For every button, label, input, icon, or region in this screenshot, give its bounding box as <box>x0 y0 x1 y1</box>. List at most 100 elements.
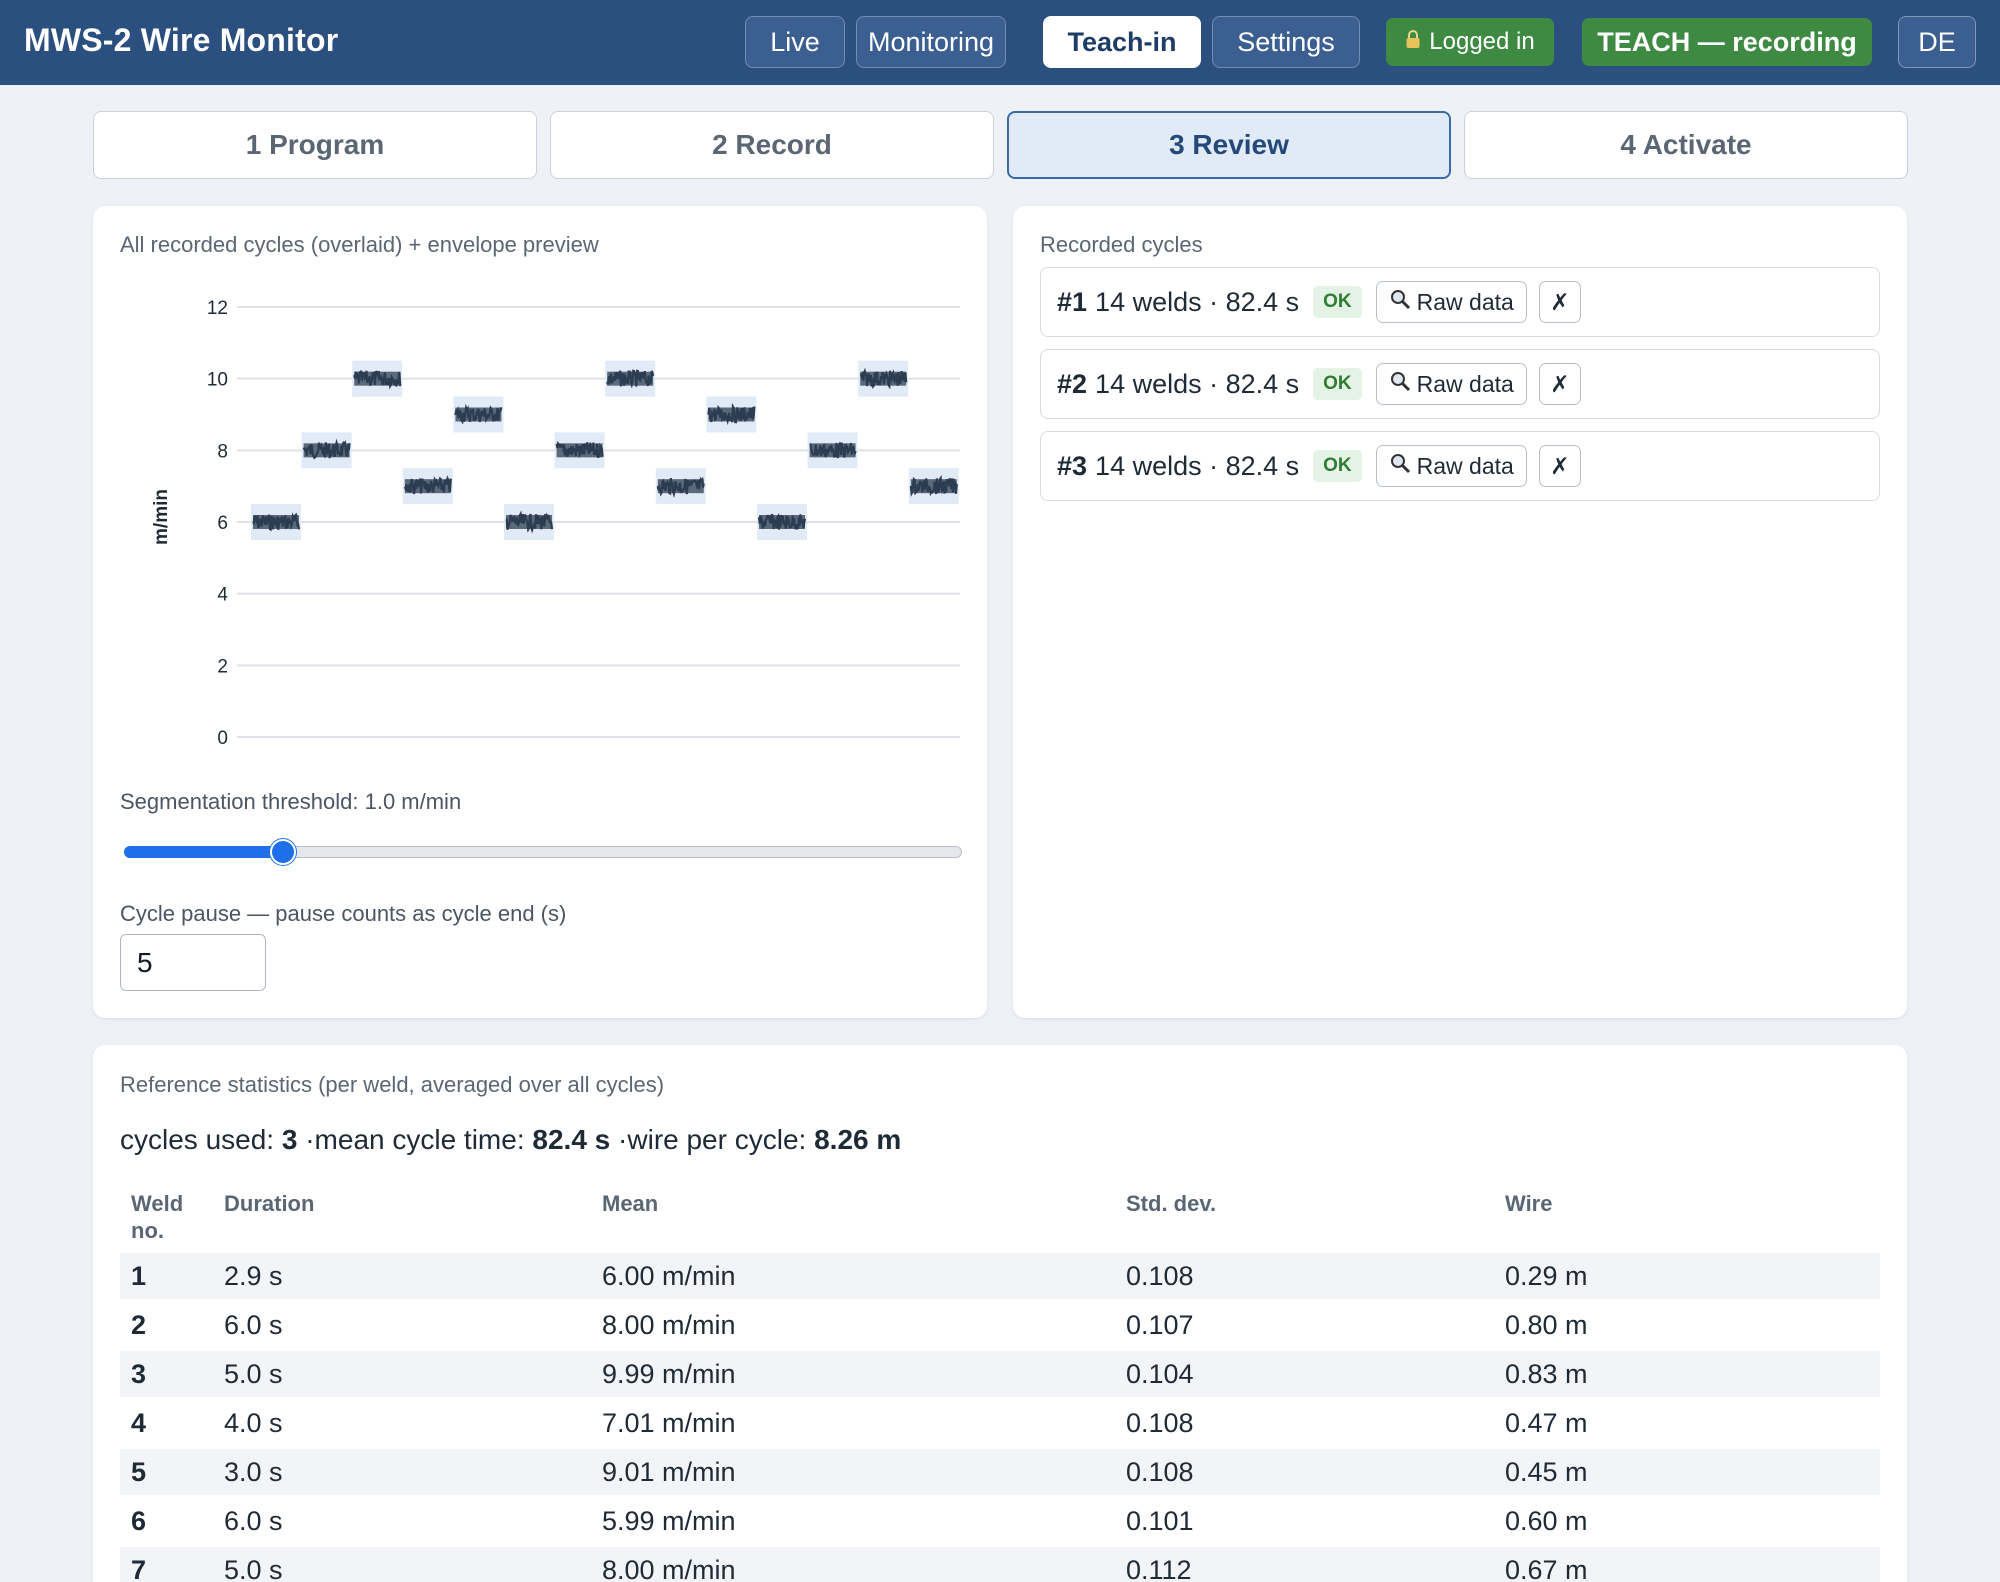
cell-stddev: 0.108 <box>1126 1261 1194 1291</box>
table-row: 2 6.0 s 8.00 m/min 0.107 0.80 m <box>120 1302 1880 1348</box>
delete-cycle-button[interactable]: ✗ <box>1538 363 1581 405</box>
table-row: 7 5.0 s 8.00 m/min 0.112 0.67 m <box>120 1547 1880 1582</box>
cell-wire: 0.47 m <box>1505 1408 1588 1438</box>
login-status-label: Logged in <box>1429 28 1535 55</box>
mean-cycle-label: ·mean cycle time: <box>305 1124 525 1155</box>
step-review[interactable]: 3 Review <box>1007 111 1451 179</box>
magnifier-icon <box>1389 370 1411 398</box>
cycle-id: #2 <box>1057 368 1088 399</box>
nav-monitoring[interactable]: Monitoring <box>856 16 1006 68</box>
chart-title: All recorded cycles (overlaid) + envelop… <box>120 232 599 257</box>
cycle-id: #1 <box>1057 286 1088 317</box>
table-row: 3 5.0 s 9.99 m/min 0.104 0.83 m <box>120 1351 1880 1397</box>
column-header-stddev: Std. dev. <box>1126 1191 1217 1216</box>
cell-mean: 7.01 m/min <box>602 1408 736 1438</box>
lock-icon <box>1405 28 1421 56</box>
cycles-card <box>1013 206 1907 1018</box>
status-badge: OK <box>1313 286 1362 318</box>
cell-wire: 0.60 m <box>1505 1506 1588 1536</box>
threshold-slider-fill <box>124 846 284 858</box>
cell-weld-no: 5 <box>131 1457 147 1487</box>
status-badge: OK <box>1313 450 1362 482</box>
cell-duration: 5.0 s <box>224 1555 283 1582</box>
cell-duration: 6.0 s <box>224 1310 283 1340</box>
cycles-used-value: 3 <box>281 1124 298 1155</box>
cell-duration: 2.9 s <box>224 1261 283 1291</box>
cell-mean: 9.01 m/min <box>602 1457 736 1487</box>
cell-stddev: 0.104 <box>1126 1359 1194 1389</box>
nav-live[interactable]: Live <box>745 16 845 68</box>
app-title: MWS-2 Wire Monitor <box>24 22 339 58</box>
nav-settings[interactable]: Settings <box>1212 16 1360 68</box>
cycle-summary: 14 welds · 82.4 s <box>1095 450 1300 481</box>
cell-wire: 0.67 m <box>1505 1555 1588 1582</box>
raw-data-label: Raw data <box>1416 370 1514 397</box>
raw-data-button[interactable]: Raw data <box>1375 363 1527 405</box>
cell-duration: 5.0 s <box>224 1359 283 1389</box>
cycles-title: Recorded cycles <box>1040 232 1203 257</box>
cycle-row: #3 14 welds · 82.4 s OK Raw data ✗ <box>1040 431 1880 501</box>
step-record[interactable]: 2 Record <box>550 111 994 179</box>
raw-data-label: Raw data <box>1416 452 1514 479</box>
delete-cycle-button[interactable]: ✗ <box>1538 445 1581 487</box>
magnifier-icon <box>1389 288 1411 316</box>
stats-summary: cycles used: 3 ·mean cycle time: 82.4 s … <box>120 1124 901 1156</box>
cell-stddev: 0.108 <box>1126 1457 1194 1487</box>
cell-wire: 0.80 m <box>1505 1310 1588 1340</box>
column-header-duration: Duration <box>224 1191 315 1216</box>
step-activate[interactable]: 4 Activate <box>1464 111 1908 179</box>
cell-duration: 6.0 s <box>224 1506 283 1536</box>
column-header-wire: Wire <box>1505 1191 1553 1216</box>
cell-mean: 6.00 m/min <box>602 1261 736 1291</box>
table-row: 6 6.0 s 5.99 m/min 0.101 0.60 m <box>120 1498 1880 1544</box>
cell-wire: 0.29 m <box>1505 1261 1588 1291</box>
cell-weld-no: 2 <box>131 1310 147 1340</box>
table-row: 4 4.0 s 7.01 m/min 0.108 0.47 m <box>120 1400 1880 1446</box>
cell-mean: 8.00 m/min <box>602 1555 736 1582</box>
cell-stddev: 0.107 <box>1126 1310 1194 1340</box>
table-row: 5 3.0 s 9.01 m/min 0.108 0.45 m <box>120 1449 1880 1495</box>
cell-weld-no: 1 <box>131 1261 147 1291</box>
raw-data-label: Raw data <box>1416 288 1514 315</box>
pause-label: Cycle pause — pause counts as cycle end … <box>120 901 567 926</box>
cycle-row: #1 14 welds · 82.4 s OK Raw data ✗ <box>1040 267 1880 337</box>
cell-duration: 3.0 s <box>224 1457 283 1487</box>
cycle-id: #3 <box>1057 450 1088 481</box>
threshold-slider-thumb[interactable] <box>270 839 297 865</box>
cycle-row: #2 14 welds · 82.4 s OK Raw data ✗ <box>1040 349 1880 419</box>
cell-stddev: 0.101 <box>1126 1506 1194 1536</box>
cycle-summary: 14 welds · 82.4 s <box>1095 286 1300 317</box>
cell-mean: 8.00 m/min <box>602 1310 736 1340</box>
magnifier-icon <box>1389 452 1411 480</box>
raw-data-button[interactable]: Raw data <box>1375 445 1527 487</box>
cell-wire: 0.45 m <box>1505 1457 1588 1487</box>
column-header-mean: Mean <box>602 1191 659 1216</box>
chart-card <box>93 206 987 1018</box>
step-program[interactable]: 1 Program <box>93 111 537 179</box>
cell-stddev: 0.108 <box>1126 1408 1194 1438</box>
wire-label: ·wire per cycle: <box>618 1124 807 1155</box>
nav-teach-in[interactable]: Teach-in <box>1043 16 1201 68</box>
cycles-used-label: cycles used: <box>120 1124 275 1155</box>
raw-data-button[interactable]: Raw data <box>1375 281 1527 323</box>
cycle-summary: 14 welds · 82.4 s <box>1095 368 1300 399</box>
pause-input[interactable]: 5 <box>120 934 266 991</box>
cell-duration: 4.0 s <box>224 1408 283 1438</box>
cell-wire: 0.83 m <box>1505 1359 1588 1389</box>
status-badge: OK <box>1313 368 1362 400</box>
cell-weld-no: 3 <box>131 1359 147 1389</box>
cell-mean: 5.99 m/min <box>602 1506 736 1536</box>
cell-mean: 9.99 m/min <box>602 1359 736 1389</box>
top-bar: MWS-2 Wire Monitor Live Monitoring Teach… <box>0 0 2000 85</box>
language-button[interactable]: DE <box>1898 16 1976 68</box>
threshold-label: Segmentation threshold: 1.0 m/min <box>120 789 462 814</box>
cell-weld-no: 7 <box>131 1555 147 1582</box>
cell-weld-no: 4 <box>131 1408 147 1438</box>
stats-title: Reference statistics (per weld, averaged… <box>120 1072 665 1097</box>
cell-stddev: 0.112 <box>1126 1555 1192 1582</box>
delete-cycle-button[interactable]: ✗ <box>1538 281 1581 323</box>
login-status-badge[interactable]: Logged in <box>1386 18 1554 66</box>
cell-weld-no: 6 <box>131 1506 147 1536</box>
mean-cycle-value: 82.4 s <box>532 1124 611 1155</box>
column-header-weld: Weld no. <box>131 1191 184 1243</box>
